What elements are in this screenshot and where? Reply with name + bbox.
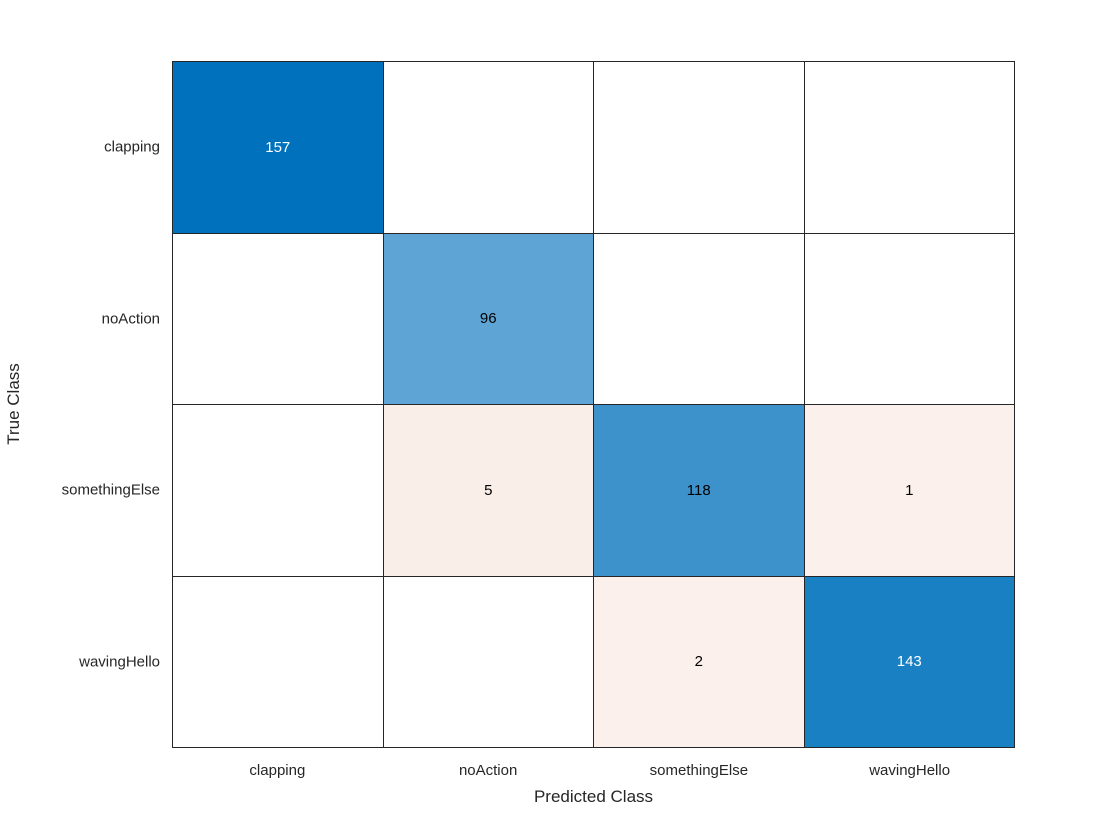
x-tick-label-wavingHello: wavingHello bbox=[869, 762, 951, 779]
x-tick-label-somethingElse: somethingElse bbox=[649, 762, 749, 779]
matrix-cell-wavingHello-somethingElse: 2 bbox=[594, 576, 804, 747]
matrix-cell-noAction-somethingElse bbox=[594, 233, 804, 404]
matrix-cell-clapping-noAction bbox=[383, 62, 593, 233]
matrix-cell-clapping-wavingHello bbox=[804, 62, 1014, 233]
matrix-cell-somethingElse-wavingHello: 1 bbox=[804, 405, 1014, 576]
y-tick-label-wavingHello: wavingHello bbox=[79, 653, 160, 671]
x-tick-label-noAction: noAction bbox=[458, 762, 518, 779]
matrix-cell-somethingElse-somethingElse: 118 bbox=[594, 405, 804, 576]
matrix-cell-wavingHello-clapping bbox=[173, 576, 383, 747]
matrix-cell-somethingElse-clapping bbox=[173, 405, 383, 576]
x-axis-label: Predicted Class bbox=[533, 787, 654, 806]
y-tick-label-somethingElse: somethingElse bbox=[61, 481, 160, 499]
y-tick-label-clapping: clapping bbox=[104, 138, 160, 156]
matrix-cell-noAction-wavingHello bbox=[804, 233, 1014, 404]
matrix-cell-clapping-somethingElse bbox=[594, 62, 804, 233]
y-axis-label: True Class bbox=[4, 363, 23, 445]
y-tick-label-noAction: noAction bbox=[101, 310, 160, 328]
matrix-cell-noAction-clapping bbox=[173, 233, 383, 404]
matrix-cell-clapping-clapping: 157 bbox=[173, 62, 383, 233]
matrix-cell-somethingElse-noAction: 5 bbox=[383, 405, 593, 576]
confusion-grid: 157 96 5 118 1 2 143 bbox=[172, 61, 1015, 748]
matrix-cell-wavingHello-noAction bbox=[383, 576, 593, 747]
matrix-cell-noAction-noAction: 96 bbox=[383, 233, 593, 404]
x-tick-label-clapping: clapping bbox=[249, 762, 306, 779]
matrix-cell-wavingHello-wavingHello: 143 bbox=[804, 576, 1014, 747]
